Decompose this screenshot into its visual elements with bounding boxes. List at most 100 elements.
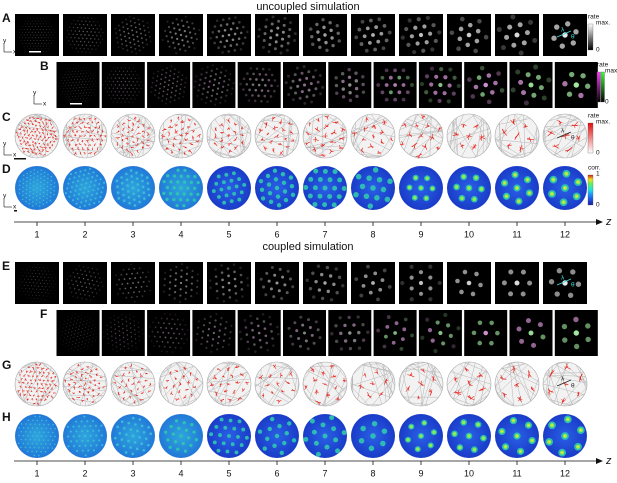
firing-field (178, 97, 180, 100)
spike-cluster (425, 146, 427, 150)
spike-cluster (407, 374, 411, 376)
firing-field (85, 100, 87, 102)
firing-field (137, 18, 140, 21)
firing-field (101, 38, 104, 41)
spike-cluster (481, 135, 485, 138)
firing-field (124, 287, 127, 290)
trajectory (350, 383, 391, 398)
spike-cluster (316, 119, 319, 121)
firing-field (153, 93, 156, 96)
trajectory (507, 361, 518, 365)
corr-peak (74, 189, 77, 192)
corr-peak (166, 174, 170, 178)
firing-field (44, 292, 46, 294)
spike-cluster (44, 154, 46, 156)
trajectory (264, 153, 287, 156)
spike-cluster (165, 386, 168, 389)
corr-peak (35, 203, 38, 205)
trajectory (89, 362, 99, 367)
axis-x: x (13, 204, 17, 211)
spike-cluster (20, 132, 22, 134)
firing-field (108, 80, 111, 83)
spike-cluster (134, 116, 137, 119)
firing-field (281, 37, 285, 41)
trajectory (120, 384, 156, 403)
firing-field (361, 90, 366, 94)
trajectory (471, 395, 489, 407)
spike-cluster (149, 382, 152, 385)
firing-field (26, 17, 28, 19)
spike-cluster (142, 391, 144, 394)
firing-field (330, 332, 334, 336)
corr-peak (46, 193, 48, 196)
spike-cluster (259, 131, 261, 134)
firing-field (265, 341, 269, 345)
firing-field (88, 34, 90, 36)
firing-field (71, 95, 73, 97)
z-label: z (605, 216, 612, 228)
firing-field (201, 330, 205, 333)
firing-field (247, 347, 250, 351)
firing-field (85, 326, 87, 328)
firing-field (140, 32, 142, 35)
firing-field (38, 285, 40, 287)
firing-field (24, 272, 26, 274)
firing-field (135, 31, 138, 33)
spike-cluster (116, 375, 119, 377)
firing-field (68, 26, 71, 28)
firing-field (120, 273, 123, 276)
firing-field (81, 273, 83, 276)
corr-peak (95, 174, 99, 177)
firing-field (182, 24, 185, 27)
firing-field (173, 73, 176, 75)
firing-field (177, 71, 180, 74)
spike-cluster (520, 144, 523, 149)
firing-field (361, 283, 366, 288)
firing-field (41, 26, 43, 28)
firing-field (515, 69, 521, 75)
firing-field (532, 37, 538, 43)
panel (159, 14, 203, 56)
firing-field (74, 333, 76, 335)
spike-cluster (467, 379, 470, 385)
firing-field (82, 23, 85, 26)
firing-field (186, 266, 189, 269)
firing-field (124, 80, 127, 83)
firing-field (93, 272, 95, 274)
spike-cluster (83, 151, 86, 154)
spike-cluster (198, 135, 200, 138)
axis-y: y (3, 141, 7, 148)
spike-cluster (312, 368, 315, 370)
firing-field (528, 82, 534, 88)
trajectory (553, 137, 588, 156)
firing-field (72, 340, 74, 342)
firing-field (81, 327, 83, 329)
firing-field (38, 20, 40, 22)
spike-cluster (89, 127, 92, 129)
firing-field (274, 40, 278, 44)
firing-field (120, 80, 123, 83)
firing-field (33, 40, 35, 42)
spike-cluster (330, 365, 333, 369)
corr-peak (36, 179, 39, 181)
spike-cluster (519, 396, 522, 400)
firing-field (114, 323, 116, 326)
firing-field (167, 84, 170, 86)
firing-field (441, 341, 446, 346)
firing-field (164, 29, 167, 33)
corr-peak (120, 181, 124, 185)
spike-cluster (97, 394, 99, 396)
firing-field (118, 24, 120, 27)
firing-field (30, 34, 32, 36)
firing-field (435, 320, 440, 325)
firing-field (74, 37, 76, 39)
spike-cluster (271, 390, 274, 394)
firing-field (217, 82, 221, 85)
firing-field (72, 33, 74, 36)
firing-field (428, 275, 433, 280)
corr-peak (96, 187, 100, 190)
trajectory (303, 130, 346, 145)
firing-field (68, 90, 70, 92)
firing-field (119, 348, 122, 350)
trajectory (498, 118, 531, 125)
